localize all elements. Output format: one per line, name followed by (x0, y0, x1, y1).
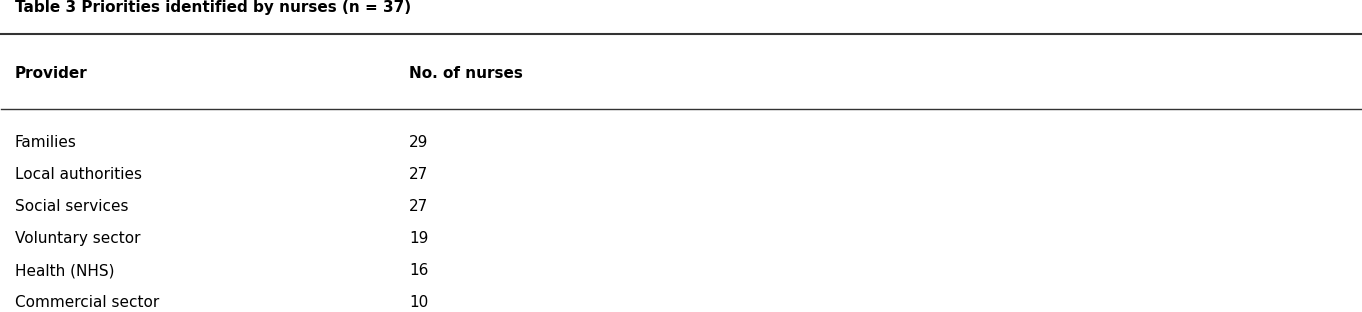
Text: Voluntary sector: Voluntary sector (15, 232, 140, 246)
Text: Families: Families (15, 135, 76, 150)
Text: Commercial sector: Commercial sector (15, 295, 159, 310)
Text: 29: 29 (409, 135, 429, 150)
Text: Local authorities: Local authorities (15, 168, 142, 183)
Text: Provider: Provider (15, 66, 87, 81)
Text: 10: 10 (409, 295, 429, 310)
Text: Health (NHS): Health (NHS) (15, 263, 114, 278)
Text: Social services: Social services (15, 199, 128, 214)
Text: Table 3 Priorities identified by nurses (n = 37): Table 3 Priorities identified by nurses … (15, 0, 411, 15)
Text: 19: 19 (409, 232, 429, 246)
Text: 27: 27 (409, 199, 429, 214)
Text: 27: 27 (409, 168, 429, 183)
Text: 16: 16 (409, 263, 429, 278)
Text: No. of nurses: No. of nurses (409, 66, 523, 81)
